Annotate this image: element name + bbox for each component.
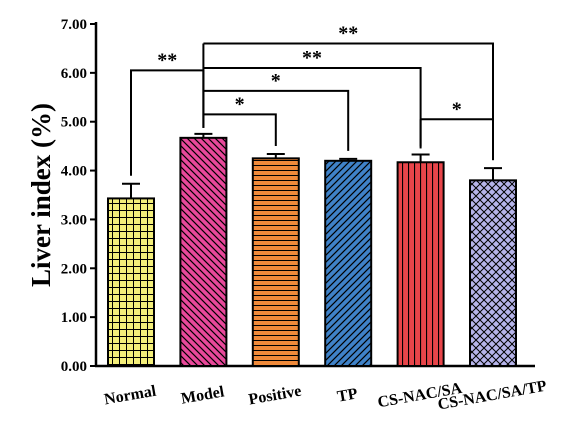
y-tick-label: 4.00 xyxy=(61,164,87,180)
significance-bracket: * xyxy=(420,98,494,161)
significance-label: ** xyxy=(157,49,177,71)
bar-hatch xyxy=(469,179,517,367)
significance-label: * xyxy=(452,98,462,120)
y-axis-label: Liver index (%) xyxy=(26,103,56,287)
y-tick-label: 1.00 xyxy=(61,310,87,326)
bar-group xyxy=(107,182,155,367)
significance-brackets: ********* xyxy=(130,23,494,176)
bracket-line xyxy=(203,89,350,151)
bar-hatch xyxy=(179,136,228,367)
significance-label: ** xyxy=(302,47,322,69)
significance-label: ** xyxy=(338,23,358,45)
bar-hatch xyxy=(251,157,300,367)
x-tick-label: Normal xyxy=(103,383,158,409)
significance-bracket: * xyxy=(203,70,350,151)
bar-hatch xyxy=(396,161,445,367)
bar-group xyxy=(396,153,445,367)
x-tick-label: TP xyxy=(336,385,359,405)
y-tick-label: 3.00 xyxy=(61,212,87,228)
y-tick-label: 0.00 xyxy=(61,359,87,375)
y-tick-label: 7.00 xyxy=(61,17,87,33)
y-tick-label: 2.00 xyxy=(61,261,87,277)
bracket-line xyxy=(420,118,494,161)
x-tick-labels: Normal Model Positive TP CS-NAC/SACS-NAC/SA/… xyxy=(103,378,548,414)
significance-label: * xyxy=(271,70,281,92)
y-tick-label: 5.00 xyxy=(61,115,87,131)
bar-hatch xyxy=(107,197,155,367)
bar-group xyxy=(179,132,228,367)
bracket-line xyxy=(203,113,277,146)
bar-group xyxy=(324,157,373,367)
x-tick-label: Model xyxy=(180,383,226,407)
bars xyxy=(107,132,517,367)
y-tick-label: 6.00 xyxy=(61,66,87,82)
significance-bracket: * xyxy=(203,93,277,146)
bar-group xyxy=(251,152,300,367)
bar-hatch xyxy=(324,159,373,367)
significance-label: * xyxy=(235,93,245,115)
axes: 0.00 1.00 2.00 3.00 4.00 5.00 6.00 7.00 xyxy=(61,17,535,375)
bar-group xyxy=(469,167,517,367)
x-tick-label: Positive xyxy=(247,383,302,409)
